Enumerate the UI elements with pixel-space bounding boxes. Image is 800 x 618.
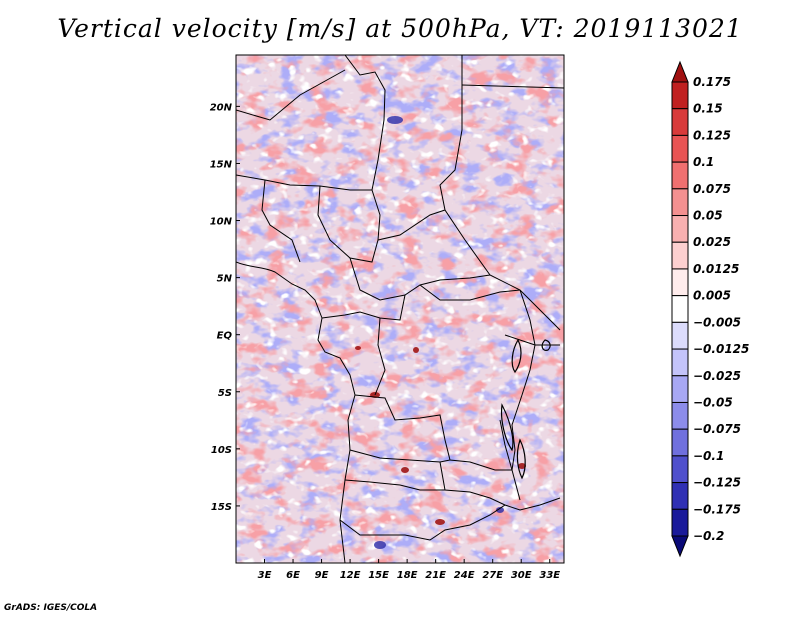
colorbar-segment bbox=[671, 161, 689, 190]
colorbar-level-label: −0.075 bbox=[693, 422, 741, 436]
colorbar-level-label: −0.2 bbox=[693, 529, 724, 543]
colorbar-segment bbox=[671, 215, 689, 243]
colorbar-level-label: 0.005 bbox=[693, 289, 731, 303]
lake-outlines bbox=[500, 338, 551, 480]
colorbar-level-label: −0.025 bbox=[693, 369, 741, 383]
colorbar-segment bbox=[671, 268, 689, 297]
colorbar-level-label: −0.125 bbox=[693, 476, 741, 490]
lon-tick-label: 9E bbox=[315, 570, 329, 581]
colorbar-segment bbox=[671, 188, 689, 217]
lat-tick-label: 10N bbox=[210, 217, 233, 228]
colorbar-level-label: −0.0125 bbox=[693, 342, 749, 356]
colorbar-level-label: 0.125 bbox=[693, 128, 731, 142]
chart-title: Vertical velocity [m/s] at 500hPa, VT: 2… bbox=[57, 14, 743, 43]
velocity-field bbox=[236, 55, 564, 563]
latitude-axis: 20N 15N 10N 5N EQ 5S 10S 15S bbox=[210, 102, 240, 513]
map-frame bbox=[235, 54, 565, 564]
colorbar-segment bbox=[671, 348, 689, 377]
colorbar-level-label: −0.175 bbox=[693, 502, 741, 516]
colorbar-level-label: 0.075 bbox=[693, 182, 731, 196]
colorbar-level-label: 0.175 bbox=[693, 75, 731, 89]
country-borders bbox=[236, 55, 564, 563]
colorbar-segment bbox=[671, 401, 689, 430]
colorbar-segment bbox=[671, 108, 689, 136]
lon-tick-label: 27E bbox=[482, 570, 503, 581]
lat-tick-label: 15N bbox=[210, 159, 233, 170]
colorbar-level-label: 0.1 bbox=[693, 155, 714, 169]
colorbar-segment bbox=[671, 482, 689, 510]
colorbar-level-label: −0.05 bbox=[693, 395, 733, 409]
colorbar-segment bbox=[671, 321, 689, 350]
lon-tick-label: 30E bbox=[511, 570, 532, 581]
lon-tick-label: 6E bbox=[286, 570, 300, 581]
lon-tick-label: 15E bbox=[368, 570, 389, 581]
lat-tick-label: 15S bbox=[211, 502, 232, 513]
colorbar-segment bbox=[671, 295, 689, 323]
lat-tick-label: 5S bbox=[218, 388, 232, 399]
colorbar-segment bbox=[671, 428, 689, 457]
colorbar-segment bbox=[671, 375, 689, 403]
longitude-axis: 3E 6E 9E 12E 15E 18E 21E 24E 27E 30E 33E bbox=[258, 559, 560, 581]
colorbar-level-label: −0.1 bbox=[693, 449, 724, 463]
lat-tick-label: EQ bbox=[217, 331, 233, 342]
colorbar-level-label: 0.05 bbox=[693, 209, 723, 223]
lon-tick-label: 24E bbox=[454, 570, 475, 581]
colorbar-bottom-arrow bbox=[671, 535, 689, 558]
colorbar-segment bbox=[671, 134, 689, 163]
lat-tick-label: 5N bbox=[217, 274, 233, 285]
colorbar-level-label: 0.025 bbox=[693, 235, 731, 249]
colorbar-segment bbox=[671, 455, 689, 484]
colorbar-top-arrow bbox=[671, 60, 689, 83]
colorbar-segment bbox=[671, 508, 689, 537]
lon-tick-label: 18E bbox=[397, 570, 418, 581]
colorbar: 0.175 0.15 0.125 0.1 0.075 0.05 0.025 0.0125 0.0… bbox=[671, 60, 749, 558]
grads-credit: GrADS: IGES/COLA bbox=[4, 603, 98, 613]
colorbar-level-label: −0.005 bbox=[693, 315, 741, 329]
lat-tick-label: 10S bbox=[211, 445, 232, 456]
lat-tick-label: 20N bbox=[210, 102, 233, 113]
lon-tick-label: 21E bbox=[425, 570, 446, 581]
colorbar-segment bbox=[671, 81, 689, 110]
lon-tick-label: 3E bbox=[258, 570, 272, 581]
colorbar-level-label: 0.15 bbox=[693, 102, 723, 116]
lon-tick-label: 12E bbox=[340, 570, 361, 581]
colorbar-level-label: 0.0125 bbox=[693, 262, 739, 276]
colorbar-segment bbox=[671, 241, 689, 270]
lon-tick-label: 33E bbox=[539, 570, 560, 581]
